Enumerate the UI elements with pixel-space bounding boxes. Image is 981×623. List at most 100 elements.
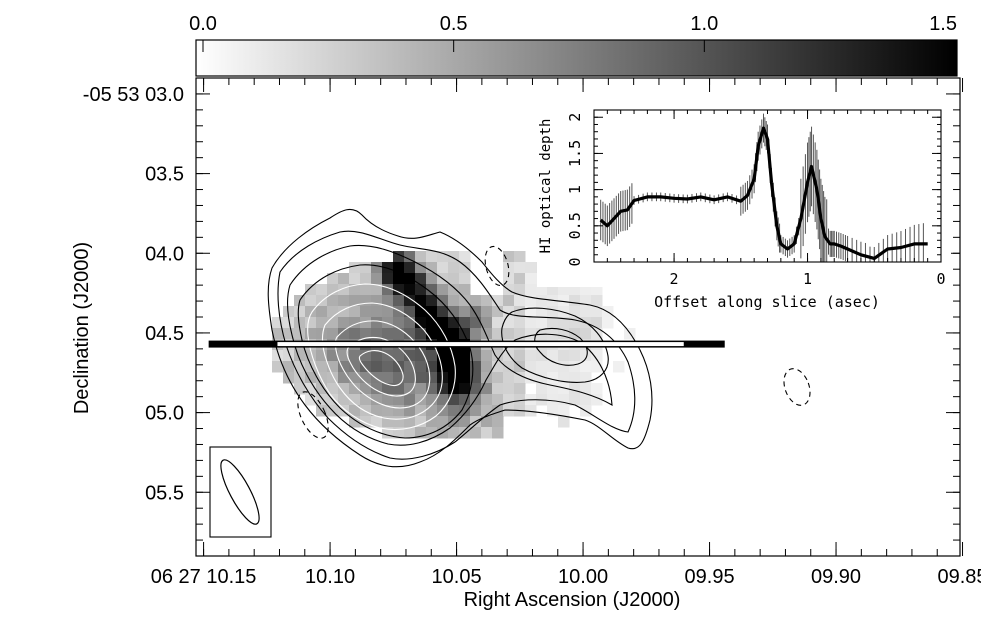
image-pixel bbox=[503, 295, 515, 307]
image-pixel bbox=[316, 317, 328, 329]
image-pixel bbox=[448, 328, 460, 340]
image-pixel bbox=[437, 416, 449, 428]
image-pixel bbox=[404, 394, 416, 406]
image-pixel bbox=[305, 394, 317, 406]
image-pixel bbox=[382, 383, 394, 395]
image-pixel bbox=[327, 273, 339, 285]
image-pixel bbox=[437, 284, 449, 296]
image-pixel bbox=[492, 416, 504, 428]
image-pixel bbox=[514, 273, 526, 285]
image-pixel bbox=[371, 295, 383, 307]
image-pixel bbox=[525, 306, 537, 318]
contours-white bbox=[307, 283, 456, 431]
image-pixel bbox=[360, 295, 372, 307]
image-pixel bbox=[349, 361, 361, 373]
image-pixel bbox=[569, 394, 581, 406]
image-pixel bbox=[371, 262, 383, 274]
image-pixel bbox=[437, 251, 449, 263]
image-pixel bbox=[360, 416, 372, 428]
image-pixel bbox=[316, 394, 328, 406]
image-pixel bbox=[547, 328, 559, 340]
image-pixel bbox=[547, 284, 559, 296]
image-pixel bbox=[492, 372, 504, 384]
x-tick-label: 09.90 bbox=[811, 566, 861, 588]
image-pixel bbox=[426, 251, 438, 263]
image-pixel bbox=[569, 284, 581, 296]
main-map: 06 27 10.15 10.10 10.05 10.00 09.95 09.90 09.8… bbox=[71, 77, 981, 611]
image-pixel bbox=[514, 251, 526, 263]
image-pixel bbox=[338, 350, 350, 362]
image-pixel bbox=[459, 328, 471, 340]
image-pixel bbox=[327, 372, 339, 384]
image-pixel bbox=[459, 350, 471, 362]
image-pixel bbox=[547, 350, 559, 362]
image-pixel bbox=[481, 350, 493, 362]
image-pixel bbox=[492, 317, 504, 329]
image-pixel bbox=[591, 284, 603, 296]
image-pixel bbox=[514, 328, 526, 340]
image-pixel bbox=[470, 372, 482, 384]
image-pixel bbox=[437, 306, 449, 318]
image-pixel bbox=[360, 273, 372, 285]
image-pixel bbox=[393, 317, 405, 329]
image-pixel bbox=[558, 394, 570, 406]
image-pixel bbox=[371, 361, 383, 373]
image-pixel bbox=[525, 262, 537, 274]
image-pixel bbox=[503, 361, 515, 373]
image-pixel bbox=[415, 284, 427, 296]
image-pixel bbox=[272, 350, 284, 362]
image-pixel bbox=[470, 295, 482, 307]
image-pixel bbox=[305, 284, 317, 296]
image-pixel bbox=[404, 273, 416, 285]
image-pixel bbox=[316, 383, 328, 395]
image-pixel bbox=[393, 328, 405, 340]
image-pixel bbox=[393, 273, 405, 285]
image-pixel bbox=[591, 361, 603, 373]
image-pixel bbox=[503, 372, 515, 384]
image-pixel bbox=[492, 405, 504, 417]
x-tick-label: 10.05 bbox=[432, 566, 482, 588]
image-pixel bbox=[613, 361, 625, 373]
inset-ticks bbox=[594, 110, 942, 263]
image-pixel bbox=[448, 372, 460, 384]
image-pixel bbox=[437, 262, 449, 274]
image-pixel bbox=[503, 394, 515, 406]
image-pixel bbox=[580, 394, 592, 406]
image-pixel bbox=[569, 306, 581, 318]
image-pixel bbox=[338, 394, 350, 406]
image-pixel bbox=[481, 405, 493, 417]
image-pixel bbox=[569, 372, 581, 384]
image-pixel bbox=[338, 372, 350, 384]
image-pixel bbox=[415, 361, 427, 373]
contour-2 bbox=[277, 230, 636, 460]
image-pixel bbox=[426, 350, 438, 362]
image-pixel bbox=[547, 405, 559, 417]
image-pixel bbox=[316, 350, 328, 362]
inset-x-tick-label: 0 bbox=[936, 270, 945, 288]
colorbar-tick-label: 1.5 bbox=[929, 13, 957, 35]
image-pixel bbox=[448, 350, 460, 362]
image-pixel bbox=[437, 295, 449, 307]
contour-6 bbox=[322, 302, 443, 420]
image-pixel bbox=[547, 394, 559, 406]
image-pixel bbox=[426, 295, 438, 307]
image-pixel bbox=[448, 262, 460, 274]
image-pixel bbox=[591, 295, 603, 307]
image-pixel bbox=[492, 328, 504, 340]
inset-background bbox=[537, 97, 951, 287]
contour-5 bbox=[307, 283, 456, 431]
image-pixel bbox=[316, 372, 328, 384]
image-pixel bbox=[415, 416, 427, 428]
image-pixel bbox=[393, 306, 405, 318]
image-pixel bbox=[316, 361, 328, 373]
image-pixel bbox=[349, 262, 361, 274]
inset-y-tick-label: 0 bbox=[566, 257, 584, 266]
image-pixel bbox=[448, 394, 460, 406]
image-pixel bbox=[404, 405, 416, 417]
image-pixel bbox=[360, 328, 372, 340]
image-pixel bbox=[459, 394, 471, 406]
image-pixel bbox=[382, 295, 394, 307]
image-pixel bbox=[327, 306, 339, 318]
image-pixel bbox=[481, 394, 493, 406]
